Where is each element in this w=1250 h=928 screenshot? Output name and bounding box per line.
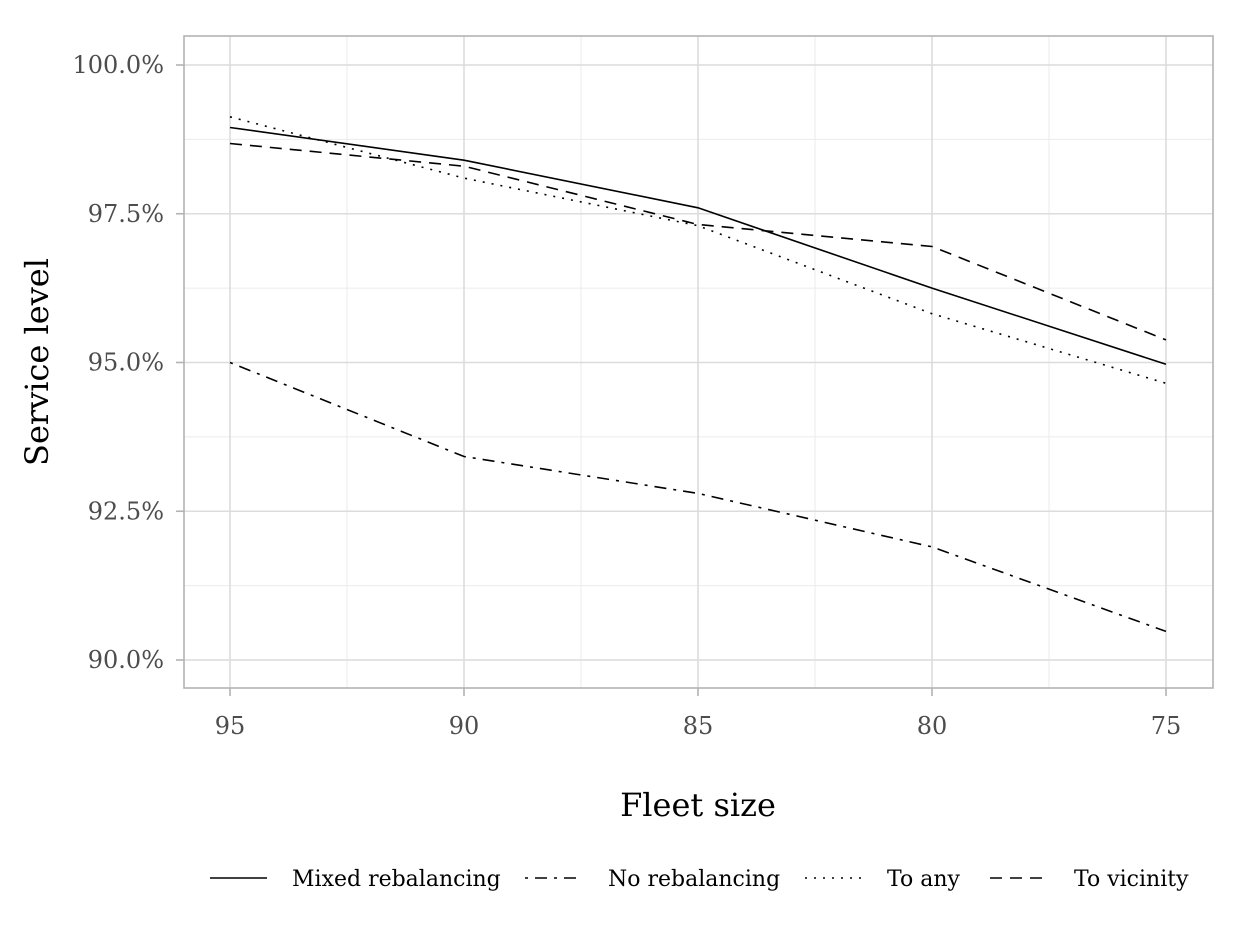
axis-ticks	[176, 64, 1167, 696]
x-tick-label: 75	[1151, 712, 1182, 740]
x-tick-label: 80	[917, 712, 948, 740]
series-lines	[229, 116, 1167, 633]
y-tick-label: 90.0%	[88, 646, 164, 674]
series-line-no-rebalancing	[229, 361, 1167, 633]
x-axis-tick-labels: 95 90 85 80 75	[215, 712, 1182, 740]
x-tick-label: 90	[449, 712, 480, 740]
major-gridlines	[184, 36, 1213, 688]
legend-label: No rebalancing	[608, 867, 780, 892]
y-tick-label: 95.0%	[88, 349, 164, 377]
y-axis-title: Service level	[18, 258, 56, 466]
legend-label: Mixed rebalancing	[292, 867, 501, 892]
x-axis-title: Fleet size	[620, 786, 776, 824]
series-line-mixed-rebalancing	[229, 126, 1167, 366]
y-tick-label: 100.0%	[72, 51, 164, 79]
legend: Mixed rebalancing No rebalancing To any To …	[210, 867, 1189, 892]
x-tick-label: 85	[683, 712, 714, 740]
y-tick-label: 97.5%	[88, 200, 164, 228]
x-tick-label: 95	[215, 712, 246, 740]
y-axis-tick-labels: 90.0% 92.5% 95.0% 97.5% 100.0%	[72, 51, 164, 674]
legend-label: To any	[887, 867, 960, 892]
y-tick-label: 92.5%	[88, 497, 164, 525]
legend-label: To vicinity	[1074, 867, 1189, 892]
